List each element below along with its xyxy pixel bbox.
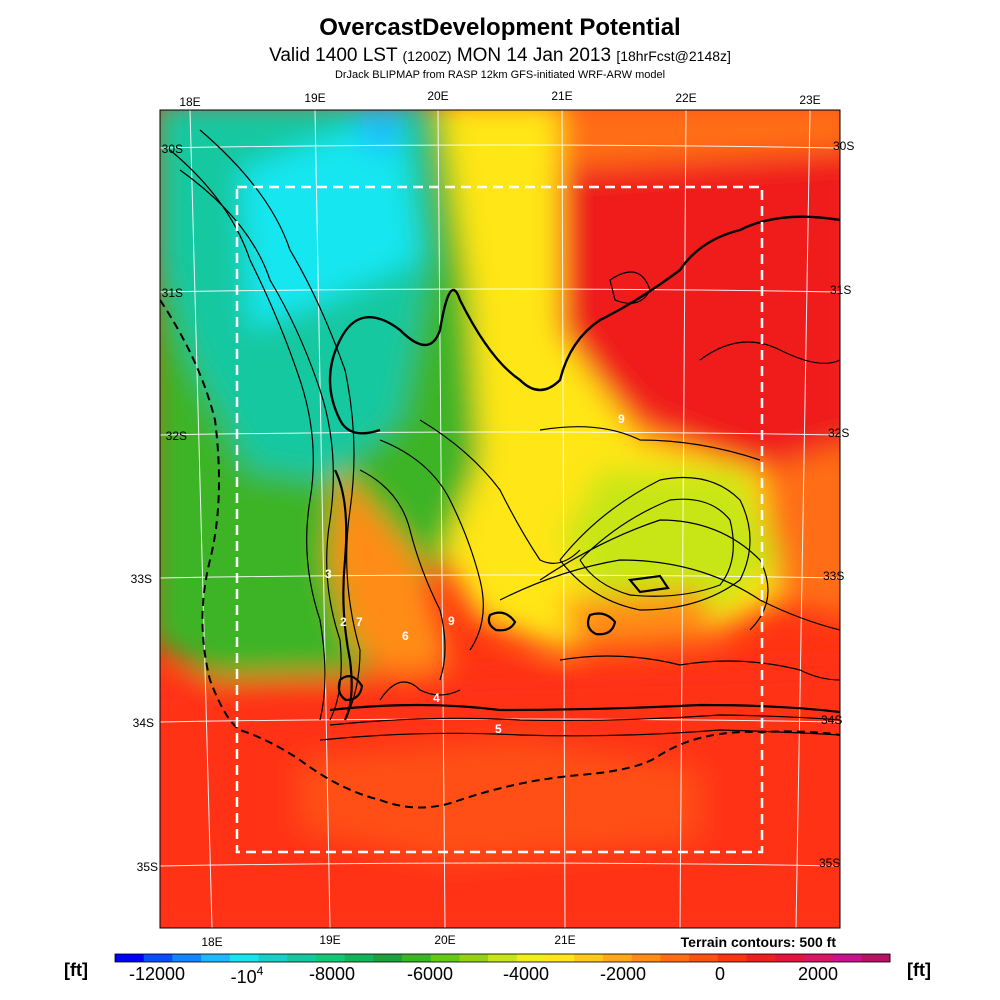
valid-date: MON 14 Jan 2013 xyxy=(451,45,617,66)
cb-tick-minus-10e4: -104 xyxy=(231,964,264,987)
lat-label-31s-right: 31S xyxy=(830,283,851,297)
lat-label-35s-right: 35S xyxy=(819,856,840,870)
colorbar-swatch xyxy=(143,954,173,962)
colorbar-swatch xyxy=(430,954,460,962)
lat-label-33s-right: 33S xyxy=(823,569,844,583)
contour-labels: 9 3 2 7 6 9 4 5 xyxy=(325,412,625,736)
cb-tick-zero: 0 xyxy=(715,964,725,984)
colorbar-swatch xyxy=(115,954,145,962)
colorbar-unit-left: [ft] xyxy=(64,960,88,980)
colorbar-swatch xyxy=(315,954,346,962)
forecast-info: [18hrFcst@2148z] xyxy=(616,48,731,64)
terrain-contour-note: Terrain contours: 500 ft xyxy=(681,934,837,950)
colorbar-swatch xyxy=(516,954,547,962)
graticule xyxy=(160,110,840,928)
lat-label-33s: 33S xyxy=(131,572,152,586)
colorbar-swatch xyxy=(201,954,231,962)
map-frame xyxy=(159,109,841,929)
colorbar-swatch xyxy=(689,954,719,962)
colorbar-swatch xyxy=(775,954,805,962)
colorbar-swatch xyxy=(373,954,403,962)
cb-tick-minus-12000: -12000 xyxy=(129,964,185,984)
contour-label-5: 5 xyxy=(495,722,502,736)
contour-label-4: 4 xyxy=(433,691,440,705)
model-credit: DrJack BLIPMAP from RASP 12km GFS-initia… xyxy=(334,69,666,81)
utc-time: (1200Z) xyxy=(402,48,452,64)
colorbar-swatch xyxy=(631,954,661,962)
colorbar-swatch xyxy=(344,954,374,962)
colorbar-swatch xyxy=(746,954,776,962)
colorbar-ticks: -12000 -104 -8000 -6000 -4000 -2000 0 20… xyxy=(129,964,838,987)
colorbar-swatch xyxy=(545,954,575,962)
lat-label-32s: 32S xyxy=(166,429,187,443)
colorbar-swatch xyxy=(660,954,690,962)
lat-label-35s: 35S xyxy=(137,860,158,874)
colorbar-swatch xyxy=(832,954,862,962)
map-field xyxy=(160,110,840,928)
lat-label-31s: 31S xyxy=(162,286,183,300)
lat-label-32s-right: 32S xyxy=(828,426,849,440)
colorbar-swatch xyxy=(602,954,633,962)
cb-tick-minus-6000: -6000 xyxy=(407,964,453,984)
colorbar-swatch xyxy=(402,954,432,962)
colorbar-swatch xyxy=(287,954,317,962)
colorbar-swatch xyxy=(861,954,891,962)
colorbar-swatch xyxy=(459,954,489,962)
colorbar-swatch xyxy=(258,954,288,962)
lat-label-34s-right: 34S xyxy=(821,713,842,727)
lon-label-20e: 20E xyxy=(427,89,448,103)
contour-label-9: 9 xyxy=(618,412,625,426)
colorbar xyxy=(114,953,891,963)
colorbar-frame xyxy=(114,953,891,963)
contour-label-3: 3 xyxy=(325,567,332,581)
lon-label-18e: 18E xyxy=(179,95,200,109)
lat-label-30s-right: 30S xyxy=(833,139,854,153)
cb-tick-minus-4000: -4000 xyxy=(503,964,549,984)
colorbar-swatch xyxy=(488,954,518,962)
lon-labels-bottom: 18E 19E 20E 21E xyxy=(201,933,575,949)
domain-box xyxy=(235,185,764,854)
lon-label-21e-bottom: 21E xyxy=(554,933,575,947)
lon-label-22e: 22E xyxy=(675,91,696,105)
colorbar-swatch xyxy=(717,954,747,962)
lon-label-20e-bottom: 20E xyxy=(434,933,455,947)
lon-label-21e: 21E xyxy=(551,89,572,103)
cb-tick-2000: 2000 xyxy=(798,964,838,984)
lat-label-34s: 34S xyxy=(133,716,154,730)
terrain-contours xyxy=(160,129,840,809)
contour-label-9b: 9 xyxy=(448,614,455,628)
cb-tick-base: -10 xyxy=(231,967,257,987)
cb-tick-minus-2000: -2000 xyxy=(600,964,646,984)
lat-labels-right: 30S 31S 32S 33S 34S 35S xyxy=(819,139,854,870)
contour-label-2: 2 xyxy=(340,615,347,629)
lon-label-23e: 23E xyxy=(799,93,820,107)
cb-tick-exponent: 4 xyxy=(257,964,264,978)
lat-labels-left: 30S 31S 32S 33S 34S 35S xyxy=(131,142,187,874)
lat-label-30s: 30S xyxy=(162,142,183,156)
map-title: OvercastDevelopment Potential xyxy=(319,14,681,41)
cb-tick-minus-8000: -8000 xyxy=(309,964,355,984)
lon-label-18e-bottom: 18E xyxy=(201,935,222,949)
valid-time: Valid 1400 LST xyxy=(269,45,403,66)
map-subtitle: Valid 1400 LST (1200Z) MON 14 Jan 2013 [… xyxy=(0,45,1000,67)
contour-label-6: 6 xyxy=(402,629,409,643)
contour-label-7: 7 xyxy=(356,615,363,629)
lon-label-19e: 19E xyxy=(304,91,325,105)
lon-label-19e-bottom: 19E xyxy=(319,933,340,947)
colorbar-swatch xyxy=(803,954,834,962)
colorbar-swatch xyxy=(229,954,260,962)
colorbar-swatch xyxy=(574,954,604,962)
lon-labels-top: 18E 19E 20E 21E 22E 23E xyxy=(179,89,820,109)
colorbar-unit-right: [ft] xyxy=(907,960,931,980)
colorbar-swatch xyxy=(172,954,202,962)
